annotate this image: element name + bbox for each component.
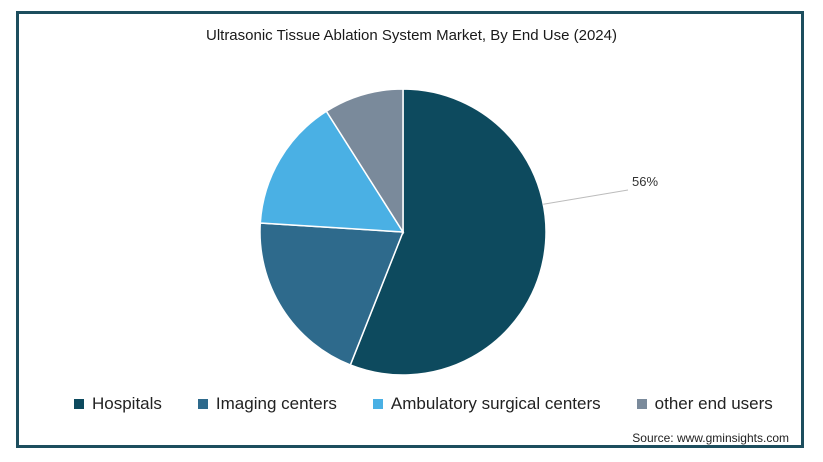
pie-slice-imaging-centers xyxy=(259,222,405,366)
legend-label: other end users xyxy=(654,394,773,413)
legend-item: Hospitals xyxy=(74,394,162,414)
legend-item: Ambulatory surgical centers xyxy=(372,394,601,414)
legend-label: Imaging centers xyxy=(215,394,337,413)
legend-swatch xyxy=(636,399,647,409)
legend-swatch xyxy=(372,399,383,409)
pie-slice-hospitals xyxy=(349,88,547,376)
chart-title: Ultrasonic Tissue Ablation System Market… xyxy=(205,27,617,44)
legend-item: Imaging centers xyxy=(197,394,337,414)
pie-slice-ambulatory-surgical-centers xyxy=(259,110,405,233)
legend-swatch xyxy=(74,399,84,409)
data-label-leader-line xyxy=(543,189,629,205)
legend-item: other end users xyxy=(636,394,773,414)
chart-legend: Hospitals Imaging centers Ambulatory surgi… xyxy=(74,394,809,414)
legend-label: Hospitals xyxy=(92,394,162,413)
data-label: 56% xyxy=(632,174,658,189)
legend-swatch xyxy=(197,399,208,409)
source-note: Source: www.gminsights.com xyxy=(632,431,789,445)
legend-label: Ambulatory surgical centers xyxy=(390,394,601,413)
pie-slice-other-end-users xyxy=(325,88,404,235)
